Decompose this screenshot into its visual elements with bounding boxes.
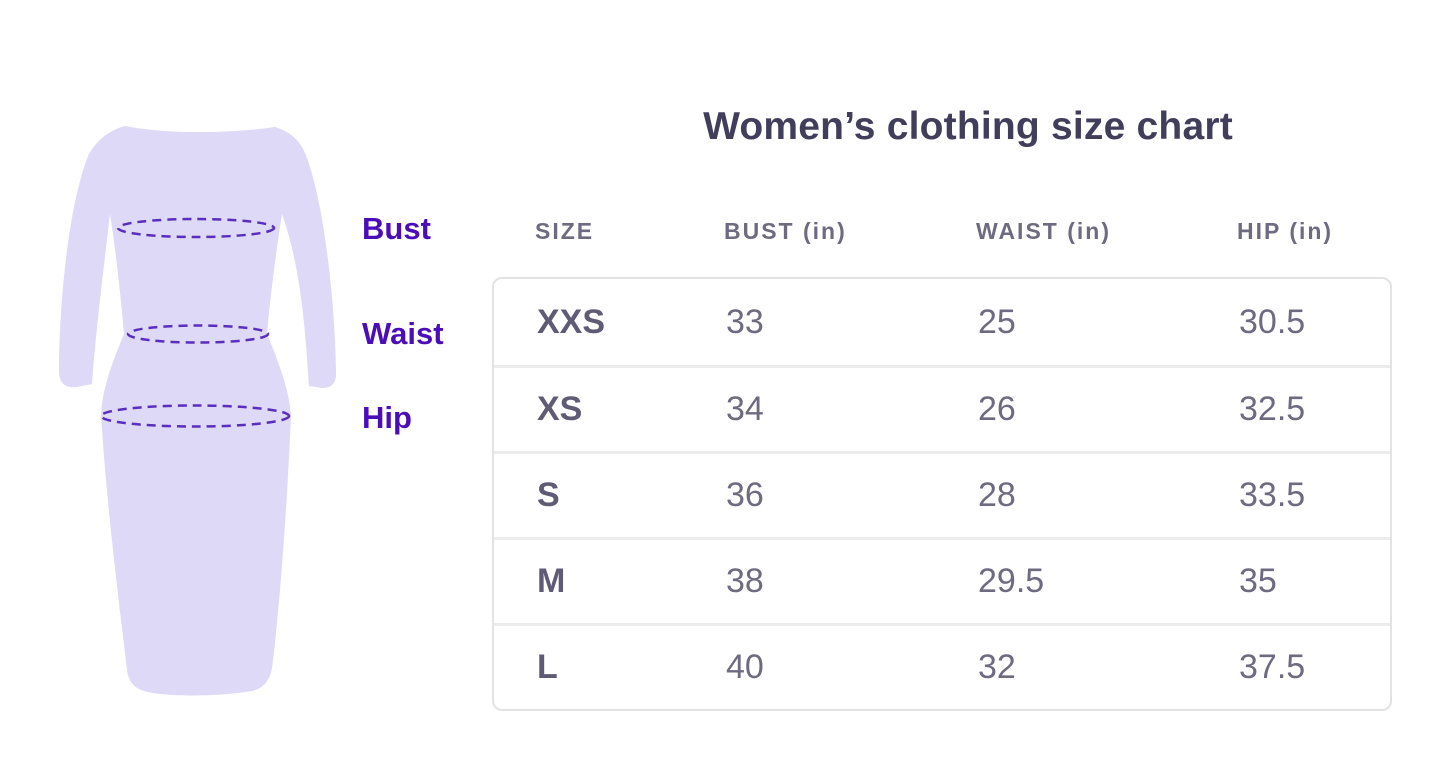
column-header-waist: WAIST (in) <box>976 218 1111 244</box>
hip-measure-line <box>99 404 291 428</box>
dress-silhouette <box>59 126 337 696</box>
waist-cell: 25 <box>978 302 1016 341</box>
bust-cell: 34 <box>726 390 764 428</box>
bust-measure-line <box>116 217 276 239</box>
hip-cell: 30.5 <box>1239 302 1306 341</box>
waist-cell: 28 <box>978 476 1016 514</box>
waist-cell: 29.5 <box>978 562 1045 600</box>
table-row: XS 34 26 32.5 <box>494 365 1390 451</box>
table-row: L 40 32 37.5 <box>494 623 1390 709</box>
waist-measure-line <box>126 324 270 344</box>
bust-cell: 38 <box>726 562 764 600</box>
size-cell: S <box>537 476 560 514</box>
size-cell: XS <box>537 390 583 428</box>
table-row: XXS 33 25 30.5 <box>494 279 1390 365</box>
table-row: S 36 28 33.5 <box>494 451 1390 537</box>
page-title: Women’s clothing size chart <box>703 105 1233 148</box>
column-header-bust: BUST (in) <box>724 218 847 244</box>
bust-cell: 36 <box>726 476 764 514</box>
hip-cell: 33.5 <box>1239 476 1306 514</box>
dress-illustration <box>59 126 337 696</box>
waist-label: Waist <box>362 316 444 351</box>
bust-cell: 40 <box>726 648 764 686</box>
size-cell: L <box>537 648 558 686</box>
waist-cell: 32 <box>978 648 1016 686</box>
waist-cell: 26 <box>978 390 1016 428</box>
size-cell: M <box>537 562 566 600</box>
column-header-size: SIZE <box>535 218 595 244</box>
bust-label: Bust <box>362 211 431 246</box>
hip-label: Hip <box>362 400 412 435</box>
size-table-header: SIZE BUST (in) WAIST (in) HIP (in) <box>492 218 1392 245</box>
hip-cell: 37.5 <box>1239 648 1306 686</box>
hip-cell: 32.5 <box>1239 390 1306 428</box>
hip-cell: 35 <box>1239 562 1277 600</box>
bust-cell: 33 <box>726 302 764 341</box>
table-row: M 38 29.5 35 <box>494 537 1390 623</box>
column-header-hip: HIP (in) <box>1237 218 1334 244</box>
size-table: XXS 33 25 30.5 XS 34 26 32.5 S 36 28 33.… <box>492 277 1392 711</box>
size-cell: XXS <box>537 302 606 341</box>
